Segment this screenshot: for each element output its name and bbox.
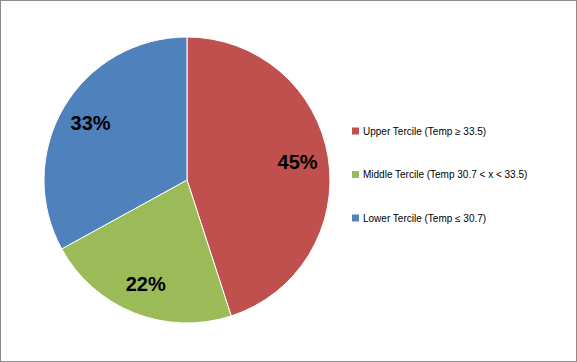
legend: Upper Tercile (Temp ≥ 33.5) Middle Tercil…: [352, 126, 527, 224]
legend-swatch: [352, 128, 359, 135]
data-label: 45%: [278, 151, 318, 173]
pie-slice: [44, 37, 187, 249]
legend-label: Lower Tercile (Temp ≤ 30.7): [363, 213, 486, 224]
slices: [44, 37, 330, 323]
legend-label: Middle Tercile (Temp 30.7 < x < 33.5): [363, 169, 527, 180]
data-label: 33%: [71, 112, 111, 134]
legend-swatch: [352, 171, 359, 178]
data-label: 22%: [126, 273, 166, 295]
chart-container: 45% 22% 33% Upper Tercile (Temp ≥ 33.5) Midd…: [0, 0, 577, 362]
chart-svg: 45% 22% 33% Upper Tercile (Temp ≥ 33.5) Midd…: [0, 0, 577, 362]
chart-frame: [1, 1, 577, 362]
data-labels: 45% 22% 33%: [71, 112, 318, 295]
legend-label: Upper Tercile (Temp ≥ 33.5): [363, 126, 486, 137]
legend-swatch: [352, 215, 359, 222]
